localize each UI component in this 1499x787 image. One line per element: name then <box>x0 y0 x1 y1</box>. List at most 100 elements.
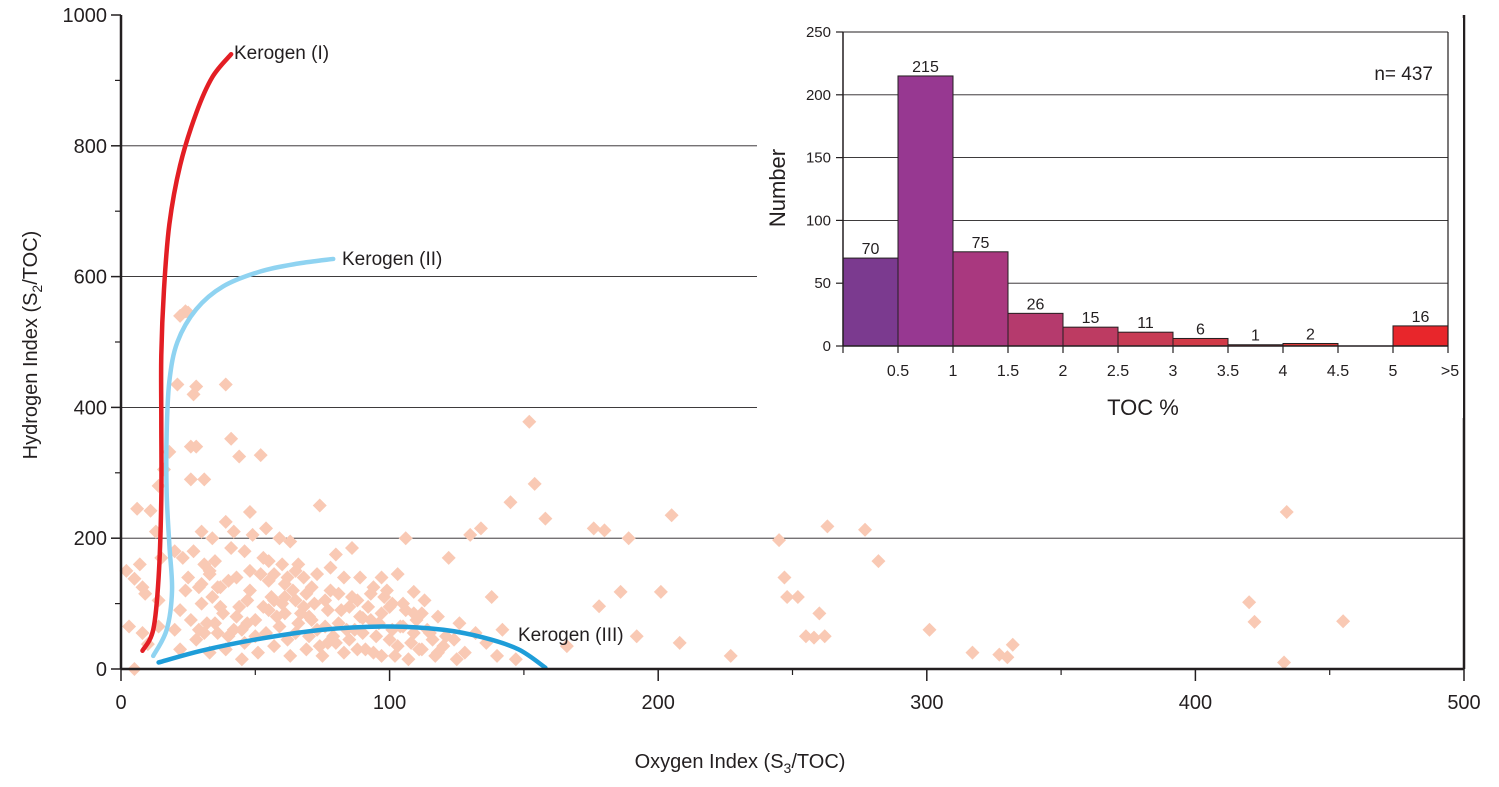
scatter-point <box>412 642 427 657</box>
y-tick-label: 800 <box>74 136 107 158</box>
scatter-point <box>398 531 413 546</box>
scatter-point <box>237 544 252 559</box>
inset-sample-count: n= 437 <box>1374 64 1433 85</box>
y-axis-label: Hydrogen Index (S2/TOC) <box>20 231 45 460</box>
scatter-point <box>226 524 241 539</box>
histogram-value-label: 2 <box>1306 326 1315 343</box>
scatter-point <box>817 629 832 644</box>
scatter-point <box>202 563 217 578</box>
scatter-point <box>664 508 679 523</box>
scatter-point <box>457 645 472 660</box>
scatter-point <box>363 612 378 627</box>
main-axes <box>111 14 1466 681</box>
x-tick-label: 400 <box>1179 692 1212 714</box>
y-tick-label: 600 <box>74 267 107 289</box>
kerogen-curve <box>140 51 234 653</box>
scatter-point <box>387 648 402 663</box>
histogram-bar <box>1172 337 1229 347</box>
scatter-point <box>404 635 419 650</box>
main-kerogen-curves: Kerogen (I) Kerogen (II) Kerogen (III) <box>140 43 624 670</box>
scatter-point <box>288 563 303 578</box>
scatter-point <box>267 567 282 582</box>
scatter-point <box>922 622 937 637</box>
histogram-bar <box>1007 312 1064 347</box>
scatter-point <box>385 596 400 611</box>
inset-x-tick-label: 1.5 <box>997 363 1019 380</box>
scatter-point <box>430 609 445 624</box>
scatter-point <box>382 632 397 647</box>
scatter-point <box>181 570 196 585</box>
scatter-point <box>777 570 792 585</box>
x-tick-label: 300 <box>910 692 943 714</box>
scatter-point <box>390 639 405 654</box>
scatter-point <box>342 599 357 614</box>
scatter-point <box>342 632 357 647</box>
inset-bars: 70 215 75 26 15 11 6 1 2 16 <box>842 59 1449 347</box>
scatter-point <box>428 648 443 663</box>
scatter-point <box>336 645 351 660</box>
inset-tick-labels: 0 50 100 150 200 250 0.5 1 1.5 2 2.5 3 3.5 4 4.5 5 >5 <box>806 24 1459 380</box>
histogram-bar <box>952 251 1009 347</box>
scatter-point <box>449 652 464 667</box>
scatter-point <box>1279 505 1294 520</box>
scatter-point <box>170 377 185 392</box>
inset-x-tick-label: 3 <box>1169 363 1178 380</box>
scatter-point <box>302 609 317 624</box>
scatter-point <box>296 570 311 585</box>
scatter-point <box>374 648 389 663</box>
scatter-point <box>374 606 389 621</box>
inset-x-tick-label: 2.5 <box>1107 363 1129 380</box>
scatter-point <box>272 619 287 634</box>
y-tick-label: 1000 <box>63 5 108 27</box>
scatter-point <box>135 626 150 641</box>
y-tick-label: 200 <box>74 528 107 550</box>
scatter-point <box>629 629 644 644</box>
scatter-point <box>138 586 153 601</box>
scatter-point <box>242 505 257 520</box>
scatter-point <box>312 498 327 513</box>
scatter-point <box>310 567 325 582</box>
inset-x-axis-label: TOC % <box>1107 395 1179 420</box>
scatter-point <box>1277 655 1292 670</box>
scatter-point <box>283 534 298 549</box>
scatter-point <box>173 642 188 657</box>
scatter-point <box>597 523 612 538</box>
scatter-point <box>229 570 244 585</box>
scatter-point <box>522 414 537 429</box>
scatter-point <box>229 609 244 624</box>
kerogen-curve-label: Kerogen (III) <box>518 625 624 646</box>
kerogen-curve-label: Kerogen (II) <box>342 249 442 270</box>
histogram-bar <box>897 75 954 347</box>
scatter-point <box>250 645 265 660</box>
inset-histogram: 70 215 75 26 15 11 6 1 2 16 0 50 100 150 200 250 0.5 1 1.… <box>757 18 1463 420</box>
scatter-point <box>363 586 378 601</box>
inset-x-tick-label: 4 <box>1279 363 1288 380</box>
scatter-point <box>374 570 389 585</box>
scatter-point <box>205 531 220 546</box>
histogram-value-label: 16 <box>1412 309 1430 326</box>
scatter-point <box>280 570 295 585</box>
scatter-point <box>406 584 421 599</box>
scatter-point <box>234 622 249 637</box>
scatter-point <box>358 642 373 657</box>
scatter-point <box>132 557 147 572</box>
histogram-bar <box>842 257 899 347</box>
scatter-point <box>417 593 432 608</box>
scatter-point <box>194 524 209 539</box>
scatter-point <box>224 541 239 556</box>
inset-x-tick-label: >5 <box>1441 363 1459 380</box>
scatter-point <box>1242 595 1257 610</box>
scatter-point <box>672 635 687 650</box>
scatter-point <box>401 652 416 667</box>
scatter-point <box>1000 650 1015 665</box>
scatter-point <box>299 586 314 601</box>
scatter-point <box>812 606 827 621</box>
scatter-point <box>253 567 268 582</box>
scatter-point <box>320 603 335 618</box>
inset-x-tick-label: 1 <box>949 363 958 380</box>
scatter-point <box>234 652 249 667</box>
scatter-point <box>213 580 228 595</box>
